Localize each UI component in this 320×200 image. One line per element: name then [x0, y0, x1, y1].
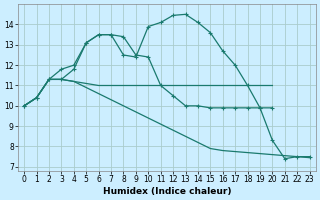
X-axis label: Humidex (Indice chaleur): Humidex (Indice chaleur) [103, 187, 231, 196]
